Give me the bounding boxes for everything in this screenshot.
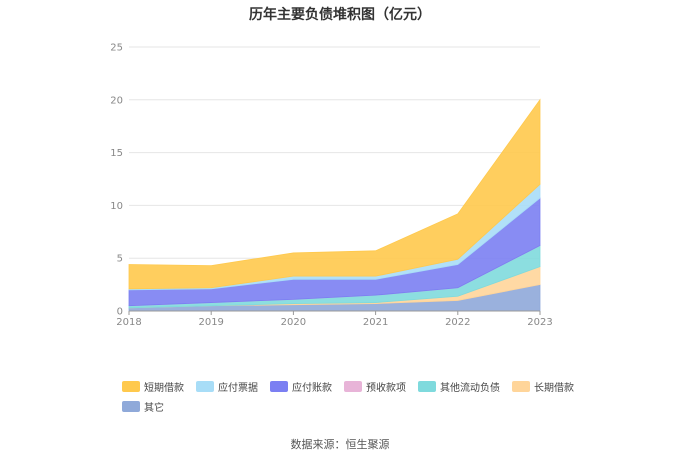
legend-item[interactable]: 预收款项 (344, 379, 406, 394)
x-tick-label: 2019 (198, 317, 223, 328)
legend-label: 应付账款 (292, 382, 332, 394)
legend-swatch (418, 380, 436, 392)
legend-swatch (196, 380, 214, 392)
legend: 短期借款 应付票据 应付账款 预收款项 其他流动负债 长期借款其它 (122, 379, 582, 414)
area-series (128, 98, 541, 312)
legend-label: 其它 (144, 402, 164, 414)
x-tick-label: 2021 (363, 317, 388, 328)
legend-item[interactable]: 短期借款 (122, 379, 184, 394)
x-tick-label: 2022 (445, 317, 470, 328)
chart-title: 历年主要负债堆积图（亿元） (249, 7, 431, 23)
y-tick-label: 0 (117, 307, 123, 318)
legend-item[interactable]: 应付票据 (196, 379, 258, 394)
y-tick-label: 5 (117, 254, 123, 265)
legend-swatch (122, 380, 140, 392)
x-tick-label: 2023 (527, 317, 552, 328)
legend-swatch (344, 380, 362, 392)
legend-item[interactable]: 其它 (122, 399, 164, 414)
legend-label: 其他流动负债 (440, 382, 500, 394)
x-tick-label: 2020 (281, 317, 306, 328)
legend-label: 长期借款 (534, 382, 574, 394)
y-tick-label: 25 (110, 43, 123, 54)
legend-swatch (512, 380, 530, 392)
source-note: 数据来源：恒生聚源 (290, 438, 390, 451)
area-series-短期借款[interactable] (128, 98, 541, 290)
legend-label: 应付票据 (218, 382, 258, 394)
legend-label: 短期借款 (144, 382, 184, 394)
y-tick-label: 20 (110, 95, 123, 106)
legend-item[interactable]: 应付账款 (270, 379, 332, 394)
legend-item[interactable]: 长期借款 (512, 379, 574, 394)
axes: 0 5 10 15 20 25 2018 2019 2020 2021 2022 2023 (110, 43, 552, 329)
legend-item[interactable]: 其他流动负债 (418, 379, 500, 394)
legend-label: 预收款项 (366, 382, 406, 394)
x-tick-label: 2018 (116, 317, 141, 328)
y-tick-label: 10 (110, 201, 123, 212)
legend-swatch (270, 380, 288, 392)
y-tick-label: 15 (110, 148, 123, 159)
legend-swatch (122, 400, 140, 412)
